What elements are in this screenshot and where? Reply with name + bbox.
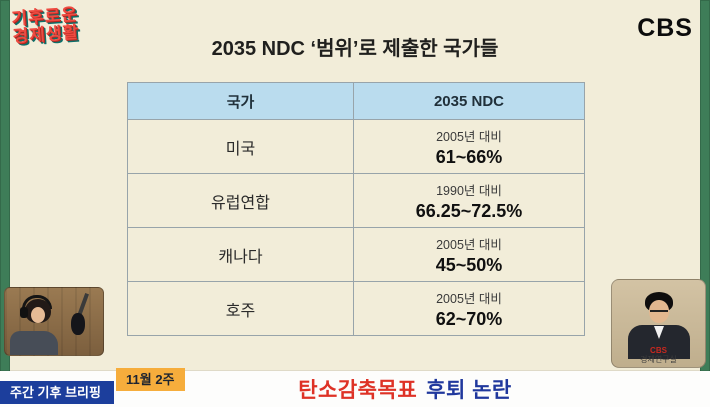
baseline-label: 1990년 대비 [436,183,502,198]
baseline-label: 2005년 대비 [436,237,502,252]
headphone-earcup [20,307,28,318]
ndc-cell: 2005년 대비 62~70% [353,281,585,336]
table-row-eu: 유럽연합 1990년 대비 66.25~72.5% [127,173,585,228]
cbs-lab-watermark: CBS 경제연구실 [612,347,705,365]
table-header-row: 국가 2035 NDC [127,82,585,120]
table-row-canada: 캐나다 2005년 대비 45~50% [127,227,585,282]
studio-cam-right: CBS 경제연구실 [611,279,706,368]
country-cell: 호주 [127,281,354,336]
ndc-cell: 2005년 대비 61~66% [353,119,585,174]
ndc-table: 국가 2035 NDC 미국 2005년 대비 61~66% 유럽연합 1990… [127,82,585,336]
studio-cam-left [4,287,104,356]
glasses-icon [650,310,668,314]
country-cell: 유럽연합 [127,173,354,228]
range-value: 62~70% [435,308,503,329]
right-green-strip [700,0,710,407]
ndc-cell: 2005년 대비 45~50% [353,227,585,282]
watermark-lab: 경제연구실 [640,355,677,365]
left-green-strip [0,0,10,407]
headphones-icon [22,295,52,309]
col-header-country: 국가 [127,82,354,120]
microphone-icon [71,313,85,335]
headline-part1: 탄소감축목표 [298,379,418,402]
country-cell: 미국 [127,119,354,174]
table-row-usa: 미국 2005년 대비 61~66% [127,119,585,174]
headline: 탄소감축목표 후퇴 논란 [110,371,700,407]
program-badge: 주간 기후 브리핑 [0,381,114,404]
col-header-ndc: 2035 NDC [353,82,585,120]
ndc-cell: 1990년 대비 66.25~72.5% [353,173,585,228]
page-title: 2035 NDC ‘범위’로 제출한 국가들 [211,38,499,60]
show-logo-line2: 경제생활 [12,23,80,47]
baseline-label: 2005년 대비 [436,129,502,144]
week-badge: 11월 2주 [116,368,185,391]
host-body [10,331,58,355]
cbs-logo: CBS [637,14,693,42]
host-face [31,307,45,323]
guest-shirt [654,326,664,339]
headline-part2: 후퇴 논란 [426,379,512,402]
watermark-cbs: CBS [650,346,667,356]
show-logo: 기후로운 경제생활 [11,5,80,47]
table-row-australia: 호주 2005년 대비 62~70% [127,281,585,336]
range-value: 66.25~72.5% [415,200,523,221]
country-cell: 캐나다 [127,227,354,282]
baseline-label: 2005년 대비 [436,291,502,306]
range-value: 45~50% [435,254,503,275]
range-value: 61~66% [435,146,503,167]
